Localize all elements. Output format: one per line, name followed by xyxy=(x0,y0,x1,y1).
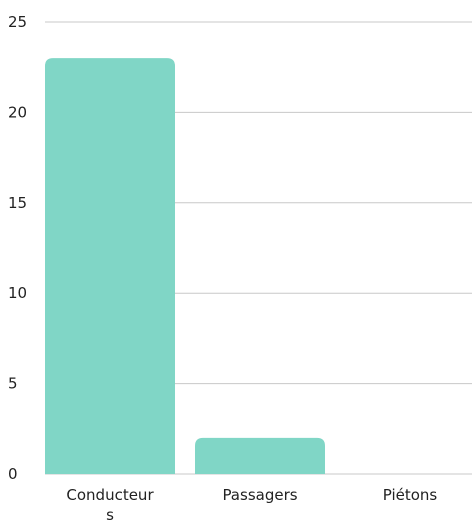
x-category-label: Piétons xyxy=(383,486,438,504)
bar-passagers xyxy=(195,437,325,474)
y-tick-label: 15 xyxy=(8,194,27,212)
x-category-label-line: Passagers xyxy=(222,486,297,504)
y-tick-label: 0 xyxy=(8,465,18,483)
x-axis-category-labels: Conducteur s Passagers Piétons xyxy=(66,486,437,523)
y-tick-label: 5 xyxy=(8,375,18,393)
y-tick-label: 10 xyxy=(8,284,27,302)
y-tick-label: 25 xyxy=(8,13,27,31)
bars xyxy=(45,58,325,474)
x-category-label: Passagers xyxy=(222,486,297,504)
bar-conducteurs xyxy=(45,58,175,474)
x-category-label-line: s xyxy=(106,506,114,523)
y-axis-tick-labels: 0 5 10 15 20 25 xyxy=(8,13,27,483)
x-category-label-line: Piétons xyxy=(383,486,438,504)
x-category-label-line: Conducteur xyxy=(66,486,154,504)
y-tick-label: 20 xyxy=(8,103,27,121)
x-category-label: Conducteur s xyxy=(66,486,154,523)
